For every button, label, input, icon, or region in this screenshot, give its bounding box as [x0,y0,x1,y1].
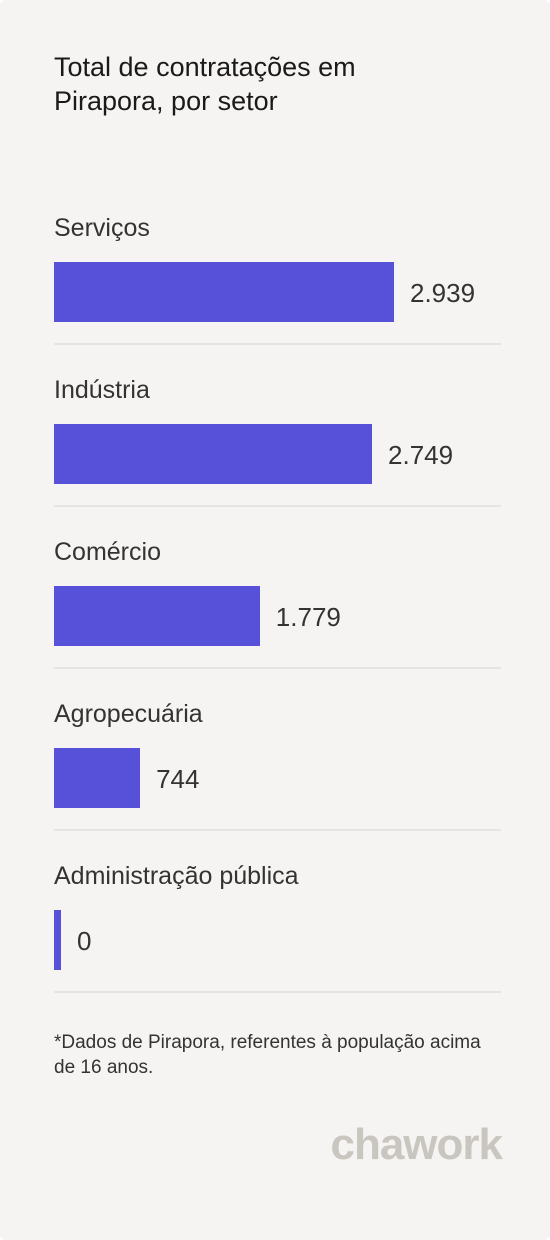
brand-logo: chawork [330,1120,503,1169]
value-label: 2.939 [410,278,476,308]
category-label: Indústria [54,376,150,404]
value-label: 744 [156,764,200,794]
chart-title: Total de contratações em Pirapora, por s… [54,52,356,116]
value-label: 2.749 [388,440,454,470]
bar [54,262,394,322]
category-label: Serviços [54,214,150,242]
separator [54,829,501,831]
value-label: 0 [77,926,92,956]
category-label: Agropecuária [54,700,203,728]
separator [54,343,501,345]
bar [54,748,141,808]
category-label: Administração pública [54,862,299,890]
category-label: Comércio [54,538,161,566]
footnote: *Dados de Pirapora, referentes à populaç… [54,1032,481,1078]
separator [54,991,501,993]
value-label: 1.779 [275,602,341,632]
bar [54,586,260,646]
bar [54,910,61,970]
separator [54,505,501,507]
bar [54,424,373,484]
separator [54,667,501,669]
